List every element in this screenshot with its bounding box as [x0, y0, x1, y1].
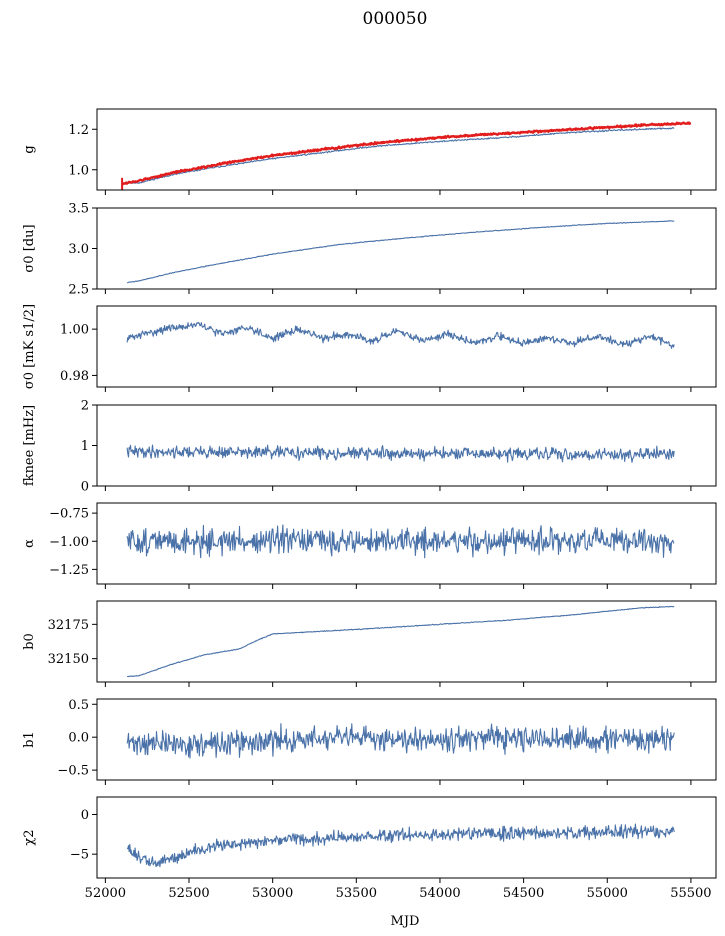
plot-frame	[96, 698, 717, 781]
y-tick-label: −0.5	[57, 764, 89, 779]
y-axis-label: σ0 [du]	[22, 224, 37, 272]
y-axis-label: χ2	[22, 829, 37, 845]
plot-frame	[96, 305, 717, 388]
y-tick-label: 1.2	[68, 123, 89, 138]
subplot-stack: 1.0 1.2 g 2.5 3.0 3.5 σ0 [du] 0.98 1.00 σ0 [mK s1…	[22, 108, 717, 901]
subplot-6: 32150 32175 b0	[22, 600, 717, 687]
y-tick-label: −1.25	[49, 563, 89, 578]
subplot-3: 0.98 1.00 σ0 [mK s1/2]	[22, 304, 717, 392]
series-line-1	[126, 444, 675, 463]
series-line-1	[126, 723, 675, 759]
subplot-1: 1.0 1.2 g	[22, 108, 717, 195]
subplot-5: −1.25 −1.00 −0.75 α	[22, 502, 717, 589]
y-tick-label: 0.5	[68, 698, 89, 713]
y-tick-label: 3.5	[68, 202, 89, 217]
subplot-7: −0.5 0.0 0.5 b1	[22, 698, 717, 785]
y-tick-label: 3.0	[68, 242, 89, 257]
y-tick-label: 2.5	[68, 283, 89, 298]
y-tick-label: 32175	[48, 618, 89, 633]
y-tick-label: 32150	[48, 652, 89, 667]
y-tick-label: 0	[81, 480, 89, 495]
y-tick-label: 0	[81, 808, 89, 823]
x-tick-label: 54500	[503, 886, 544, 901]
y-axis-label: α	[22, 539, 37, 548]
y-tick-label: −1.00	[49, 535, 89, 550]
x-tick-label: 52500	[168, 886, 209, 901]
y-tick-label: −5	[70, 848, 89, 863]
series-line-1	[126, 605, 675, 678]
y-tick-label: 0.98	[60, 369, 89, 384]
plot-frame	[96, 404, 717, 487]
y-axis-label: fknee [mHz]	[22, 405, 37, 486]
x-tick-label: 53500	[336, 886, 377, 901]
plot-frame	[96, 207, 717, 290]
series-line-1	[126, 524, 675, 559]
series-line-2	[121, 121, 692, 186]
plot-frame	[96, 796, 717, 879]
y-axis-label: b1	[22, 731, 37, 748]
plot-frame	[96, 600, 717, 683]
x-tick-label: 54000	[419, 886, 460, 901]
y-tick-label: 1.00	[60, 323, 89, 338]
subplot-4: 0 1 2 fknee [mHz]	[22, 399, 717, 495]
series-line-1	[126, 127, 675, 184]
y-tick-label: 1.0	[68, 163, 89, 178]
subplot-2: 2.5 3.0 3.5 σ0 [du]	[22, 202, 717, 298]
x-tick-label: 53000	[252, 886, 293, 901]
y-tick-label: 1	[81, 439, 89, 454]
plot-frame	[96, 502, 717, 585]
y-axis-label: σ0 [mK s1/2]	[22, 304, 37, 389]
series-line-1	[126, 220, 675, 284]
x-axis-label: MJD	[391, 914, 420, 929]
series-line-1	[126, 823, 675, 868]
figure-title: 000050	[363, 9, 428, 29]
x-tick-label: 55500	[670, 886, 711, 901]
x-tick-label: 52000	[85, 886, 126, 901]
y-tick-label: 2	[81, 399, 89, 414]
y-axis-label: g	[22, 145, 37, 153]
y-tick-label: −0.75	[49, 507, 89, 522]
x-tick-label: 55000	[587, 886, 628, 901]
y-axis-label: b0	[22, 633, 37, 650]
plot-frame	[96, 108, 717, 191]
series-line-1	[126, 321, 675, 349]
subplot-8: −5 0 52000 52500 53000 53500 54000 54500 55000 55…	[22, 796, 717, 901]
y-tick-label: 0.0	[68, 731, 89, 746]
